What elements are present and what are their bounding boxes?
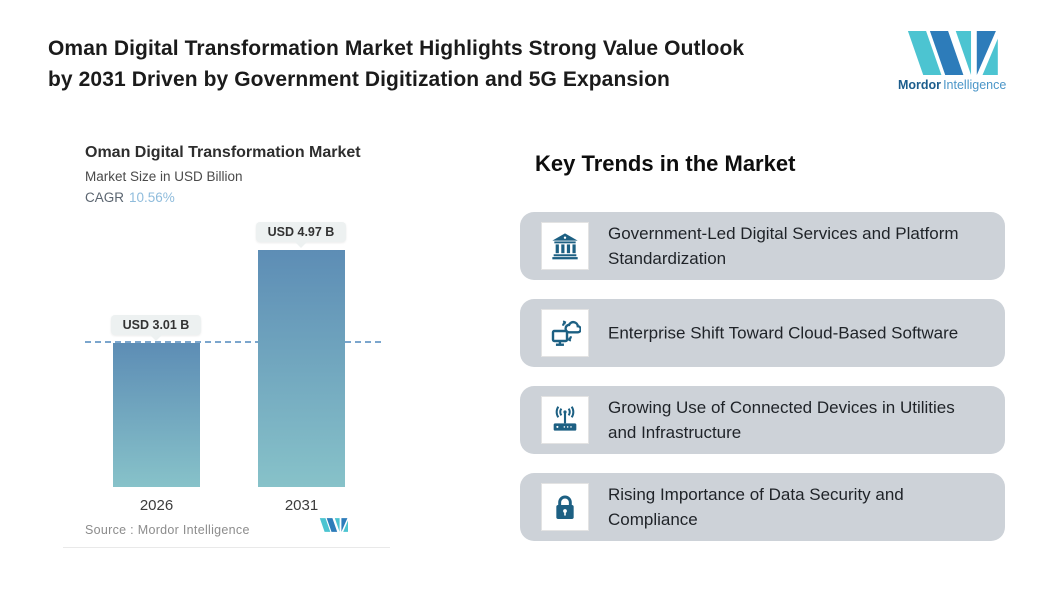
brand-name-light: Intelligence xyxy=(943,78,1007,92)
brand-name-bold: Mordor xyxy=(898,78,942,92)
market-size-chart: Oman Digital Transformation Market Marke… xyxy=(63,140,390,552)
icon-box xyxy=(541,483,589,531)
trend-card-government-digital-services: Government-Led Digital Services and Plat… xyxy=(520,212,1005,280)
trend-text: Government-Led Digital Services and Plat… xyxy=(608,224,959,268)
icon-box xyxy=(541,309,589,357)
dashed-reference-line xyxy=(85,341,381,343)
icon-box xyxy=(541,396,589,444)
page-title: Oman Digital Transformation Market Highl… xyxy=(48,33,744,95)
bank-icon xyxy=(552,233,578,260)
trend-card-data-security: Rising Importance of Data Security and C… xyxy=(520,473,1005,541)
key-trends-heading: Key Trends in the Market xyxy=(535,151,796,176)
brand-text: Mordor Intelligence xyxy=(898,78,1006,92)
bar-plot-area: USD 3.01 B USD 4.97 B 2026 2031 xyxy=(85,210,381,514)
value-label-bubble: USD 3.01 B xyxy=(111,315,201,341)
page-title-line2: by 2031 Driven by Government Digitizatio… xyxy=(48,68,670,91)
cagr-label: CAGR xyxy=(85,190,125,205)
trend-text: Growing Use of Connected Devices in Util… xyxy=(608,398,955,442)
chart-cagr: CAGR 10.56% xyxy=(85,190,175,205)
source-value: Mordor Intelligence xyxy=(137,523,250,537)
chart-bottom-divider xyxy=(63,547,390,548)
chart-subtitle: Market Size in USD Billion xyxy=(85,169,243,184)
source-attribution: Source : Mordor Intelligence xyxy=(85,523,250,537)
icon-box xyxy=(541,222,589,270)
router-icon xyxy=(553,406,577,431)
mordor-logo-mark-icon xyxy=(907,31,998,75)
cloud-sync-icon xyxy=(551,320,581,346)
cagr-value: 10.56% xyxy=(129,190,175,205)
mordor-mini-logo-icon xyxy=(318,518,348,537)
page-title-line1: Oman Digital Transformation Market Highl… xyxy=(48,37,745,60)
x-axis-label: 2026 xyxy=(139,497,174,514)
trend-card-cloud-shift: Enterprise Shift Toward Cloud-Based Soft… xyxy=(520,299,1005,367)
chart-title: Oman Digital Transformation Market xyxy=(85,144,361,161)
source-label: Source : xyxy=(85,523,134,537)
lock-icon xyxy=(556,495,574,519)
trend-card-connected-devices: Growing Use of Connected Devices in Util… xyxy=(520,386,1005,454)
mordor-intelligence-logo: Mordor Intelligence xyxy=(898,31,1006,92)
value-label-bubble: USD 4.97 B xyxy=(256,222,346,248)
trend-text: Rising Importance of Data Security and C… xyxy=(608,485,904,529)
trend-text: Enterprise Shift Toward Cloud-Based Soft… xyxy=(608,323,959,343)
bar xyxy=(113,343,200,487)
x-axis-label: 2031 xyxy=(284,497,319,514)
bar xyxy=(258,250,345,487)
